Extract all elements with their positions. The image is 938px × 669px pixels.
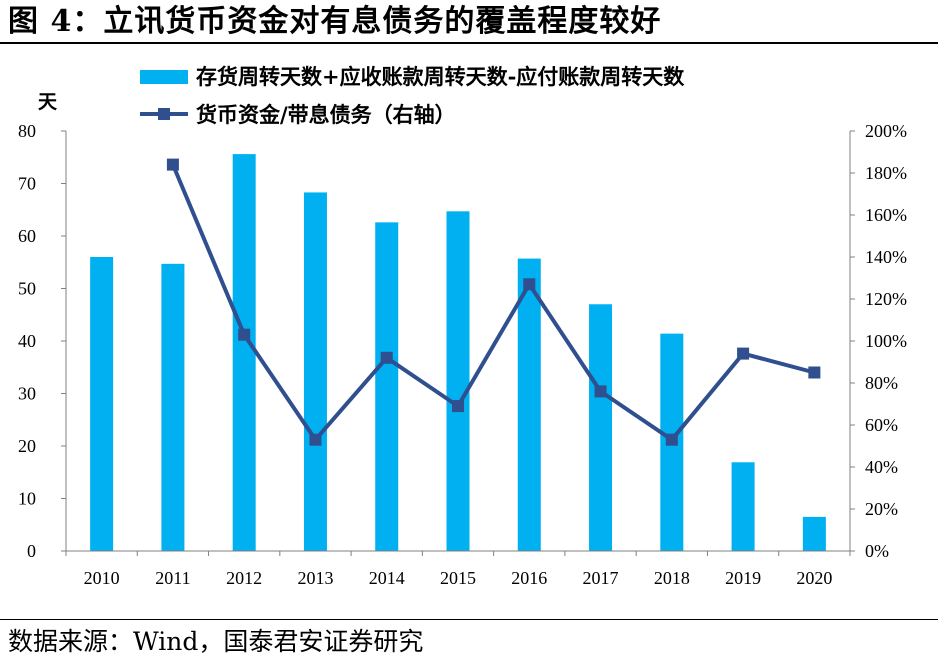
right-tick-label: 60% — [865, 415, 898, 435]
bar-series — [90, 154, 826, 552]
right-tick-label: 160% — [865, 205, 907, 225]
legend-line-marker — [158, 108, 170, 120]
right-tick-label: 180% — [865, 163, 907, 183]
left-tick-label: 60 — [18, 226, 36, 246]
left-axis-unit: 天 — [38, 91, 58, 113]
right-tick-label: 100% — [865, 331, 907, 351]
right-tick-label: 120% — [865, 289, 907, 309]
line-point-2017 — [594, 385, 607, 398]
line-series — [166, 158, 821, 446]
x-tick-label: 2013 — [297, 568, 333, 588]
bar-2011 — [161, 263, 185, 551]
bar-2013 — [303, 192, 327, 552]
left-tick-label: 30 — [18, 384, 36, 404]
bar-2017 — [589, 304, 613, 551]
chart-title: 图 4：立讯货币资金对有息债务的覆盖程度较好 — [8, 4, 662, 39]
bar-2014 — [375, 222, 399, 551]
x-tick-label: 2012 — [226, 568, 262, 588]
left-tick-label: 50 — [18, 279, 36, 299]
left-tick-label: 20 — [18, 436, 36, 456]
left-tick-label: 0 — [27, 541, 36, 561]
x-tick-label: 2016 — [511, 568, 547, 588]
title-divider — [0, 42, 938, 44]
line-point-2012 — [238, 328, 251, 341]
x-tick-label: 2014 — [369, 568, 405, 588]
left-tick-label: 10 — [18, 489, 36, 509]
line-point-2013 — [309, 433, 322, 446]
source-divider — [0, 619, 938, 620]
line-point-2020 — [808, 366, 821, 379]
x-tick-label: 2015 — [440, 568, 476, 588]
line-point-2018 — [665, 433, 678, 446]
bar-2020 — [802, 516, 826, 551]
bar-2019 — [731, 462, 755, 551]
bar-2012 — [232, 154, 256, 551]
left-tick-label: 70 — [18, 174, 36, 194]
x-tick-label: 2017 — [583, 568, 619, 588]
x-tick-label: 2011 — [155, 568, 190, 588]
legend-bar-swatch — [140, 70, 188, 84]
right-tick-label: 200% — [865, 121, 907, 141]
line-path — [171, 163, 815, 442]
right-tick-label: 0% — [865, 541, 889, 561]
line-point-2016 — [523, 278, 536, 291]
chart-area: 存货周转天数+应收账款周转天数-应付账款周转天数 货币资金/带息债务（右轴） 天… — [18, 64, 907, 588]
x-tick-label: 2010 — [84, 568, 120, 588]
left-tick-label: 80 — [18, 121, 36, 141]
right-tick-label: 80% — [865, 373, 898, 393]
x-tick-label: 2020 — [796, 568, 832, 588]
line-point-2019 — [737, 347, 750, 360]
line-point-2014 — [380, 351, 393, 364]
axes: 0 10 20 30 40 50 60 70 80 0% 20% 40% 60% 80% 100% 120% 1… — [18, 121, 907, 588]
x-tick-label: 2019 — [725, 568, 761, 588]
line-point-2015 — [452, 400, 464, 413]
right-tick-label: 20% — [865, 499, 898, 519]
right-tick-label: 140% — [865, 247, 907, 267]
line-point-2011 — [166, 158, 179, 171]
legend-bar-label: 存货周转天数+应收账款周转天数-应付账款周转天数 — [196, 64, 685, 89]
legend-line-label: 货币资金/带息债务（右轴） — [196, 102, 456, 127]
bar-2016 — [517, 258, 541, 551]
right-tick-label: 40% — [865, 457, 898, 477]
bar-2015 — [446, 211, 470, 551]
bar-2010 — [90, 257, 114, 551]
x-tick-label: 2018 — [654, 568, 690, 588]
left-tick-label: 40 — [18, 331, 36, 351]
source-note: 数据来源：Wind，国泰君安证券研究 — [8, 627, 424, 656]
